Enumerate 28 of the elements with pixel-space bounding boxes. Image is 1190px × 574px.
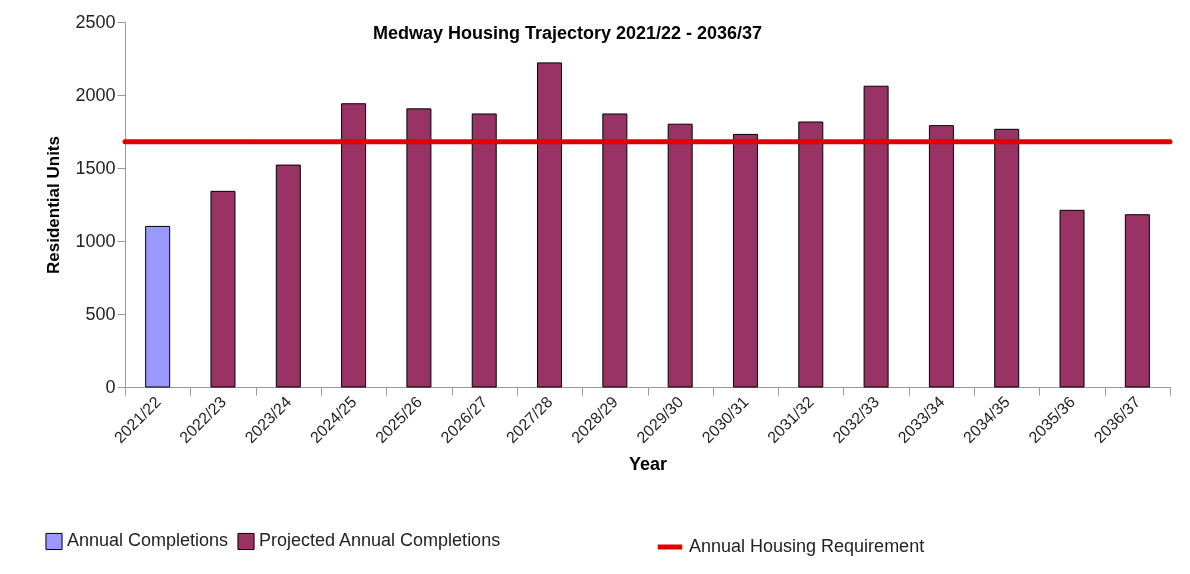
bar — [406, 108, 432, 388]
bar — [275, 164, 301, 388]
legend-label: Annual Completions — [67, 530, 229, 551]
bar — [667, 123, 693, 388]
y-tick-label: 1000 — [75, 230, 116, 251]
legend-label: Projected Annual Completions — [259, 530, 501, 551]
bar — [341, 103, 367, 388]
bar — [1059, 209, 1085, 388]
bar — [732, 133, 758, 388]
y-axis-title: Residential Units — [44, 136, 64, 274]
bar — [863, 85, 889, 388]
y-tick-label: 0 — [105, 376, 116, 397]
y-tick-label: 2000 — [75, 84, 116, 105]
chart-title: Medway Housing Trajectory 2021/22 - 2036/37 — [372, 23, 763, 43]
bar — [537, 62, 563, 388]
bar — [928, 125, 954, 388]
legend-label: Annual Housing Requirement — [689, 536, 925, 556]
bar — [994, 128, 1020, 388]
bar — [145, 225, 171, 388]
x-axis-title: Year — [628, 454, 668, 475]
bar — [471, 113, 497, 388]
bar — [798, 121, 824, 388]
bar — [602, 113, 628, 388]
y-tick-label: 500 — [85, 303, 116, 324]
y-tick-label: 1500 — [75, 157, 116, 178]
bar — [1124, 214, 1150, 388]
bar — [210, 190, 236, 388]
y-tick-label: 2500 — [75, 11, 116, 32]
